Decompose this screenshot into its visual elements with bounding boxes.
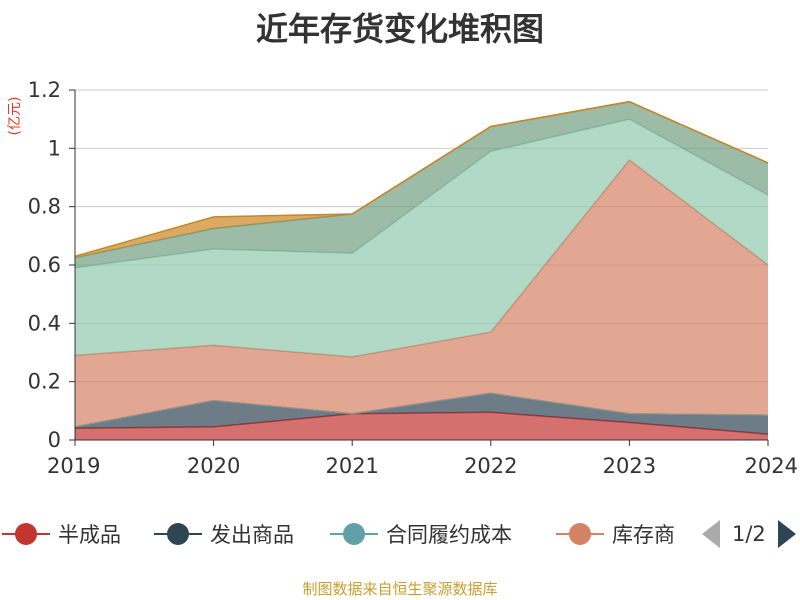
y-tick-label: 0.8 bbox=[28, 195, 61, 219]
area-series-4 bbox=[75, 119, 768, 357]
legend-label: 发出商品 bbox=[210, 523, 294, 547]
axes: 2019 2020 2021 2022 2023 2024 bbox=[47, 90, 798, 478]
y-tick-label: 1 bbox=[48, 136, 61, 160]
y-tick-label: 1.2 bbox=[28, 78, 61, 102]
source-note: 制图数据来自恒生聚源数据库 bbox=[302, 580, 498, 598]
area-series-1 bbox=[75, 393, 768, 435]
legend-marker-icon bbox=[556, 522, 604, 546]
area-series-6 bbox=[75, 101, 768, 258]
legend-label: 库存商 bbox=[612, 523, 675, 547]
legend-item-contract-cost[interactable]: 合同履约成本 bbox=[330, 516, 512, 552]
legend-marker-icon bbox=[2, 522, 50, 546]
y-tick-label: 0.2 bbox=[28, 370, 61, 394]
legend-page-indicator: 1/2 bbox=[732, 522, 766, 546]
x-tick-label: 2021 bbox=[325, 454, 378, 478]
x-tick-label: 2022 bbox=[464, 454, 517, 478]
legend-marker-icon bbox=[154, 522, 202, 546]
y-tick-label: 0.6 bbox=[28, 253, 61, 277]
legend-item-semi-finished[interactable]: 半成品 bbox=[2, 516, 121, 552]
x-tick-label: 2024 bbox=[745, 454, 798, 478]
x-tick-label: 2023 bbox=[603, 454, 656, 478]
y-tick-label: 0 bbox=[48, 428, 61, 452]
x-tick-label: 2019 bbox=[47, 454, 100, 478]
x-tick-label: 2020 bbox=[187, 454, 240, 478]
area-series bbox=[74, 100, 769, 440]
legend-label: 半成品 bbox=[58, 523, 121, 547]
legend-marker-icon bbox=[330, 522, 378, 546]
series-line-6 bbox=[74, 100, 769, 258]
area-series-5 bbox=[75, 101, 768, 268]
area-series-3 bbox=[75, 160, 768, 427]
y-tick-label: 0.4 bbox=[28, 311, 61, 335]
legend-next-page-icon[interactable] bbox=[777, 520, 796, 548]
legend-label: 合同履约成本 bbox=[386, 523, 512, 547]
stacked-area-chart: 00.20.40.60.811.2 2019 2020 2021 2022 2023 20… bbox=[28, 78, 798, 478]
legend-pager: 1/2 bbox=[702, 516, 796, 552]
legend-item-goods-shipped[interactable]: 发出商品 bbox=[154, 516, 294, 552]
legend-item-inventory-goods[interactable]: 库存商 bbox=[556, 516, 684, 552]
area-series-0 bbox=[75, 412, 768, 440]
legend-prev-page-icon[interactable] bbox=[702, 520, 720, 548]
legend: 半成品 发出商品 合同履约成本 库存商 1/2 bbox=[0, 516, 800, 552]
chart-title: 近年存货变化堆积图 bbox=[255, 10, 544, 48]
